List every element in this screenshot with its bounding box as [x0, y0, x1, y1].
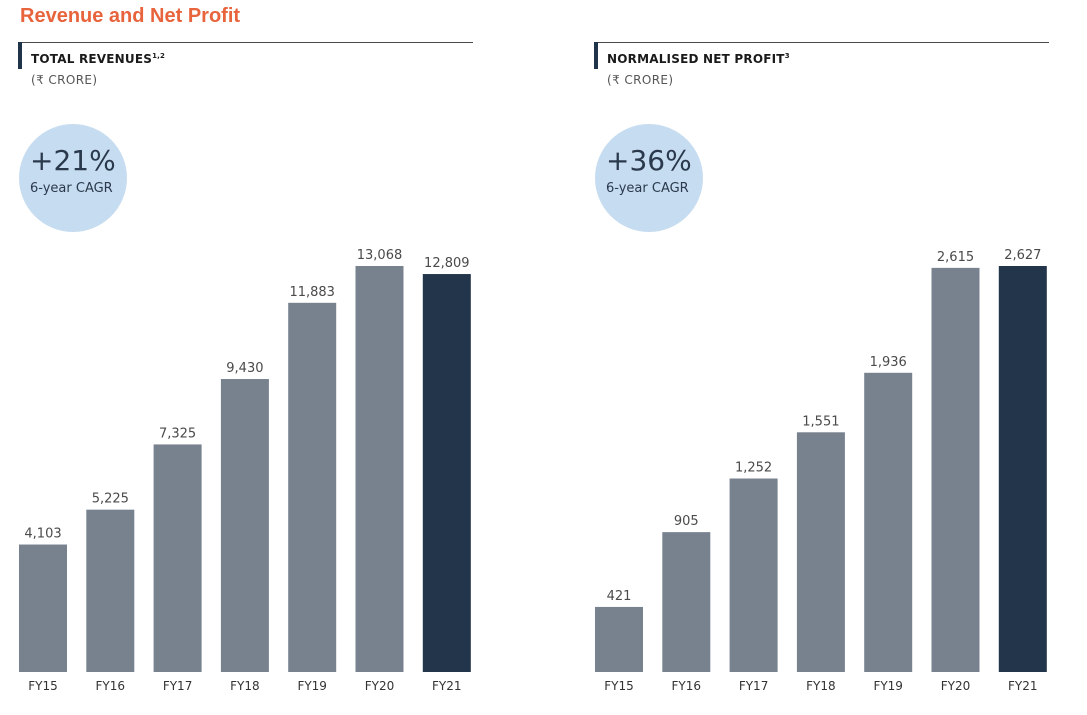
bar-fy20: [931, 267, 980, 672]
cagr-value: +36%: [606, 144, 692, 177]
data-label-fy21: 12,809: [424, 256, 470, 271]
cagr-badge: +36% 6-year CAGR: [595, 124, 703, 232]
bar-fy18: [796, 432, 845, 672]
chart-title-text: TOTAL REVENUES: [31, 52, 153, 66]
data-label-fy17: 1,252: [735, 461, 772, 476]
bar-fy21: [998, 266, 1047, 672]
x-tick-fy20: FY20: [941, 679, 971, 693]
panel-header: NORMALISED NET PROFIT3: [594, 42, 1049, 69]
chart-title-footnote: 3: [784, 52, 790, 60]
bar-fy15: [595, 606, 643, 672]
x-tick-fy21: FY21: [1008, 679, 1038, 693]
x-tick-fy17: FY17: [739, 679, 769, 693]
chart-unit: (₹ CRORE): [607, 73, 674, 87]
chart-title-text: NORMALISED NET PROFIT: [607, 52, 785, 66]
data-label-fy19: 11,883: [289, 285, 335, 300]
x-tick-fy16: FY16: [96, 679, 126, 693]
net-profit-bar-chart: 421 FY15 905 FY16 1,252 FY17 1,551 FY18 1,936 FY1…: [595, 248, 1047, 693]
data-label-fy18: 1,551: [802, 414, 839, 429]
data-label-fy15: 421: [607, 589, 632, 604]
bar-fy21: [422, 274, 471, 672]
x-tick-fy18: FY18: [806, 679, 836, 693]
bar-fy15: [19, 544, 67, 672]
data-label-fy17: 7,325: [159, 426, 196, 441]
header-accent-bar: [594, 42, 598, 69]
x-tick-fy16: FY16: [672, 679, 702, 693]
bar-fy18: [220, 379, 269, 672]
bar-fy20: [355, 266, 404, 672]
x-tick-fy20: FY20: [365, 679, 395, 693]
data-label-fy20: 2,615: [937, 250, 974, 265]
data-label-fy18: 9,430: [226, 361, 263, 376]
data-label-fy19: 1,936: [870, 355, 907, 370]
data-label-fy21: 2,627: [1004, 248, 1041, 263]
x-tick-fy15: FY15: [604, 679, 634, 693]
x-tick-fy17: FY17: [163, 679, 193, 693]
cagr-badge: +21% 6-year CAGR: [19, 124, 127, 232]
revenue-chart-panel: TOTAL REVENUES1,2 (₹ CRORE) +21% 6-year …: [18, 0, 473, 715]
bar-fy16: [86, 509, 135, 672]
cagr-value: +21%: [30, 144, 116, 177]
chart-unit: (₹ CRORE): [31, 73, 98, 87]
x-tick-fy19: FY19: [873, 679, 903, 693]
panel-header: TOTAL REVENUES1,2: [18, 42, 473, 69]
x-tick-fy19: FY19: [297, 679, 327, 693]
data-label-fy16: 905: [674, 514, 699, 529]
bar-fy19: [288, 302, 337, 672]
x-tick-fy18: FY18: [230, 679, 260, 693]
data-label-fy20: 13,068: [357, 248, 403, 263]
bar-fy17: [153, 444, 202, 672]
chart-title-footnote: 1,2: [152, 52, 166, 60]
revenue-bar-chart: 4,103 FY15 5,225 FY16 7,325 FY17 9,430 FY18 11,8…: [19, 248, 471, 693]
header-accent-bar: [18, 42, 22, 69]
bar-fy19: [864, 372, 913, 672]
x-tick-fy15: FY15: [28, 679, 58, 693]
bar-fy17: [729, 478, 778, 672]
chart-title: TOTAL REVENUES1,2: [31, 52, 165, 66]
cagr-label: 6-year CAGR: [606, 181, 689, 196]
data-label-fy15: 4,103: [24, 527, 61, 542]
page-title: Revenue and Net Profit: [20, 5, 241, 27]
x-tick-fy21: FY21: [432, 679, 462, 693]
bar-fy16: [662, 532, 711, 672]
data-label-fy16: 5,225: [92, 492, 129, 507]
net-profit-chart-panel: NORMALISED NET PROFIT3 (₹ CRORE) +36% 6-…: [594, 0, 1049, 715]
chart-title: NORMALISED NET PROFIT3: [607, 52, 790, 66]
cagr-label: 6-year CAGR: [30, 181, 113, 196]
